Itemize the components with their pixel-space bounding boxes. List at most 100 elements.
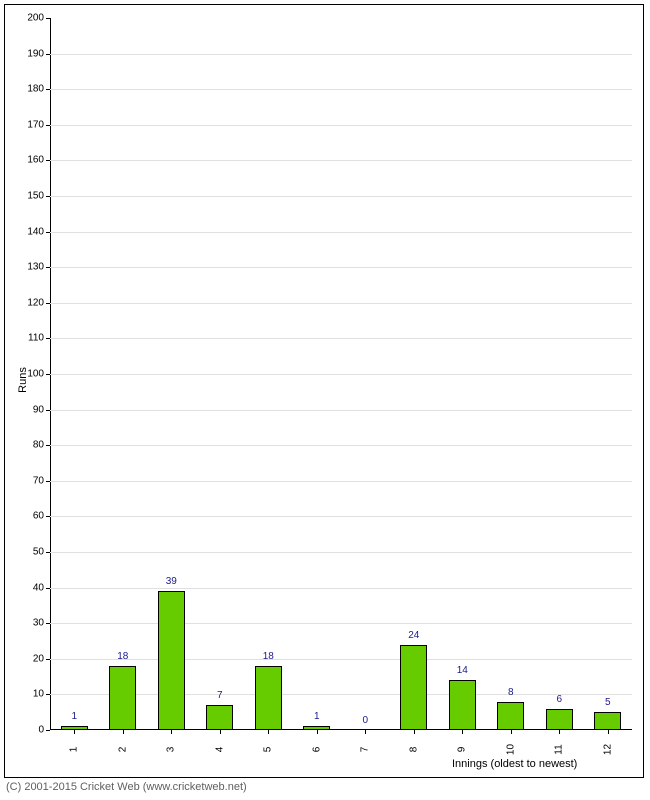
xtick-label: 4: [214, 747, 225, 753]
ytick-mark: [46, 694, 50, 695]
bar-value-label: 18: [117, 651, 128, 662]
xtick-label: 12: [602, 744, 613, 755]
ytick-label: 190: [24, 48, 44, 59]
gridline: [50, 410, 632, 411]
gridline: [50, 516, 632, 517]
ytick-mark: [46, 160, 50, 161]
ytick-label: 20: [24, 653, 44, 664]
bar-value-label: 0: [362, 715, 368, 726]
xtick-label: 7: [360, 747, 371, 753]
bar-value-label: 39: [166, 576, 177, 587]
ytick-mark: [46, 516, 50, 517]
ytick-mark: [46, 54, 50, 55]
ytick-mark: [46, 303, 50, 304]
ytick-label: 170: [24, 119, 44, 130]
bar-value-label: 1: [314, 711, 320, 722]
xtick-mark: [220, 730, 221, 734]
ytick-mark: [46, 623, 50, 624]
gridline: [50, 267, 632, 268]
ytick-label: 80: [24, 440, 44, 451]
bar: [206, 705, 233, 730]
ytick-mark: [46, 410, 50, 411]
ytick-mark: [46, 125, 50, 126]
xtick-label: 1: [69, 747, 80, 753]
ytick-label: 160: [24, 155, 44, 166]
ytick-mark: [46, 445, 50, 446]
ytick-label: 10: [24, 689, 44, 700]
bar-value-label: 7: [217, 690, 223, 701]
gridline: [50, 481, 632, 482]
gridline: [50, 89, 632, 90]
bar-value-label: 14: [457, 665, 468, 676]
gridline: [50, 445, 632, 446]
bar: [255, 666, 282, 730]
ytick-mark: [46, 374, 50, 375]
x-axis-line: [50, 729, 632, 730]
bar: [158, 591, 185, 730]
bar: [109, 666, 136, 730]
gridline: [50, 659, 632, 660]
ytick-label: 0: [24, 725, 44, 736]
ytick-label: 140: [24, 226, 44, 237]
gridline: [50, 196, 632, 197]
xtick-label: 10: [505, 744, 516, 755]
gridline: [50, 303, 632, 304]
xtick-label: 8: [408, 747, 419, 753]
chart-container: 11839718102414865 Runs Innings (oldest t…: [0, 0, 650, 800]
gridline: [50, 232, 632, 233]
xtick-mark: [559, 730, 560, 734]
ytick-label: 100: [24, 369, 44, 380]
ytick-label: 200: [24, 13, 44, 24]
xtick-mark: [511, 730, 512, 734]
bar-value-label: 5: [605, 697, 611, 708]
gridline: [50, 338, 632, 339]
xtick-label: 5: [263, 747, 274, 753]
ytick-label: 50: [24, 547, 44, 558]
ytick-label: 60: [24, 511, 44, 522]
xtick-mark: [317, 730, 318, 734]
ytick-label: 150: [24, 191, 44, 202]
ytick-mark: [46, 588, 50, 589]
ytick-label: 40: [24, 582, 44, 593]
xtick-mark: [365, 730, 366, 734]
ytick-label: 130: [24, 262, 44, 273]
ytick-label: 70: [24, 475, 44, 486]
xtick-mark: [462, 730, 463, 734]
bar-value-label: 6: [556, 694, 562, 705]
ytick-label: 30: [24, 618, 44, 629]
copyright-text: (C) 2001-2015 Cricket Web (www.cricketwe…: [6, 781, 247, 793]
bar-value-label: 1: [71, 711, 77, 722]
xtick-mark: [608, 730, 609, 734]
gridline: [50, 623, 632, 624]
ytick-label: 90: [24, 404, 44, 415]
ytick-label: 180: [24, 84, 44, 95]
xtick-mark: [414, 730, 415, 734]
ytick-mark: [46, 89, 50, 90]
x-axis-label: Innings (oldest to newest): [452, 758, 577, 770]
ytick-label: 110: [24, 333, 44, 344]
bar: [449, 680, 476, 730]
xtick-mark: [268, 730, 269, 734]
gridline: [50, 588, 632, 589]
bar-value-label: 8: [508, 687, 514, 698]
ytick-mark: [46, 18, 50, 19]
gridline: [50, 694, 632, 695]
ytick-mark: [46, 232, 50, 233]
ytick-mark: [46, 481, 50, 482]
bar-value-label: 18: [263, 651, 274, 662]
bar: [546, 709, 573, 730]
bar-value-label: 24: [408, 630, 419, 641]
ytick-mark: [46, 552, 50, 553]
ytick-mark: [46, 338, 50, 339]
bar: [594, 712, 621, 730]
gridline: [50, 160, 632, 161]
gridline: [50, 54, 632, 55]
xtick-label: 6: [311, 747, 322, 753]
xtick-label: 9: [457, 747, 468, 753]
xtick-mark: [123, 730, 124, 734]
gridline: [50, 125, 632, 126]
gridline: [50, 552, 632, 553]
ytick-mark: [46, 267, 50, 268]
xtick-label: 3: [166, 747, 177, 753]
xtick-label: 11: [554, 744, 565, 754]
